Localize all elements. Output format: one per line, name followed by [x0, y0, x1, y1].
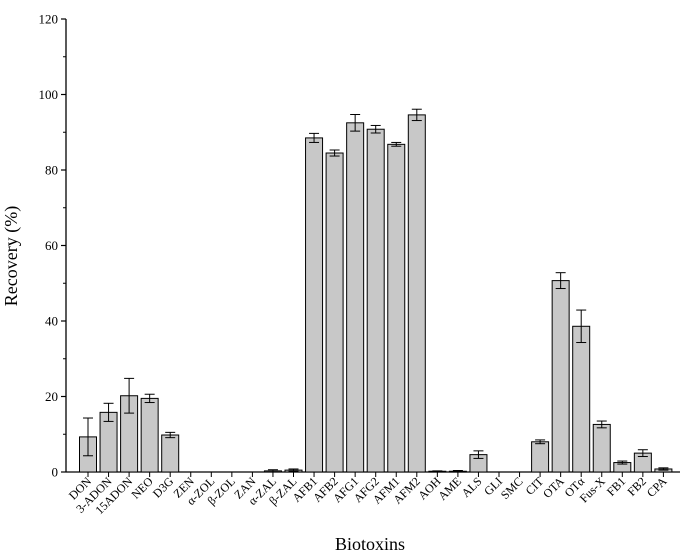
y-tick-label: 120 — [39, 12, 59, 27]
bar — [572, 325, 591, 473]
y-tick-label: 40 — [45, 314, 58, 329]
y-axis-ticks: 0 20 40 60 80 100 120 — [39, 12, 66, 480]
y-tick-label: 0 — [52, 465, 59, 480]
y-tick-label: 100 — [39, 87, 59, 102]
bar — [346, 122, 365, 473]
bar — [531, 441, 550, 473]
bar — [366, 128, 385, 473]
y-axis-title: Recovery (%) — [1, 206, 22, 306]
x-tick-label: FB1 — [604, 474, 629, 499]
bar — [161, 434, 180, 473]
bar — [551, 280, 570, 473]
y-tick-label: 60 — [45, 238, 58, 253]
bar — [305, 137, 324, 473]
bar — [387, 143, 406, 473]
bar — [407, 114, 426, 473]
error-bar-series — [83, 108, 669, 473]
y-tick-label: 20 — [45, 389, 58, 404]
bar — [140, 397, 159, 473]
x-tick-label: FB2 — [624, 474, 649, 499]
bar — [592, 423, 611, 473]
bar — [325, 152, 344, 473]
x-tick-label: ALS — [459, 474, 485, 500]
x-tick-label: CPA — [644, 474, 670, 500]
x-axis-title: Biotoxins — [335, 534, 405, 554]
y-tick-label: 80 — [45, 163, 58, 178]
x-axis-labels: DON3-ADON15ADONNEOD3GZENα-ZOLβ-ZOLZANα-Z… — [66, 472, 670, 517]
bar-series — [79, 114, 673, 473]
